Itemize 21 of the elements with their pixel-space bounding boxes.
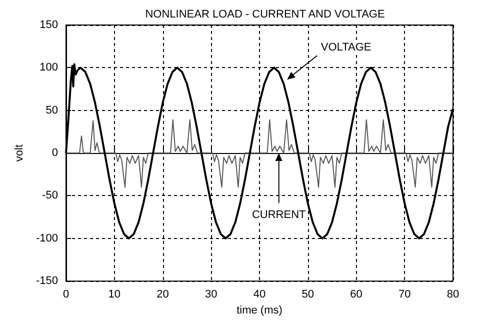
y-tick-label: 50 bbox=[46, 104, 58, 116]
y-tick-label: -50 bbox=[42, 190, 58, 202]
annotation: CURRENT bbox=[252, 209, 306, 222]
x-tick-label: 20 bbox=[156, 288, 169, 301]
x-tick-label: 70 bbox=[398, 288, 411, 301]
x-tick-label: 10 bbox=[108, 288, 120, 301]
y-tick-label: 0 bbox=[52, 147, 58, 160]
y-tick-label: 150 bbox=[40, 19, 58, 31]
x-tick-label: 0 bbox=[62, 288, 70, 301]
x-tick-label: 50 bbox=[302, 288, 314, 301]
y-axis-title: volt bbox=[14, 144, 26, 162]
x-tick-label: 60 bbox=[350, 288, 362, 301]
x-tick-label: 40 bbox=[253, 288, 266, 301]
y-tick-label: -100 bbox=[36, 232, 58, 244]
annotation: VOLTAGE bbox=[320, 42, 372, 54]
y-tick-label: -150 bbox=[36, 275, 58, 288]
y-tick-label: 100 bbox=[40, 62, 58, 74]
chart-title: NONLINEAR LOAD - CURRENT AND VOLTAGE bbox=[145, 8, 385, 20]
x-tick-label: 30 bbox=[205, 288, 218, 301]
x-axis-title: time (ms) bbox=[236, 304, 282, 316]
x-tick-label: 80 bbox=[446, 288, 460, 301]
